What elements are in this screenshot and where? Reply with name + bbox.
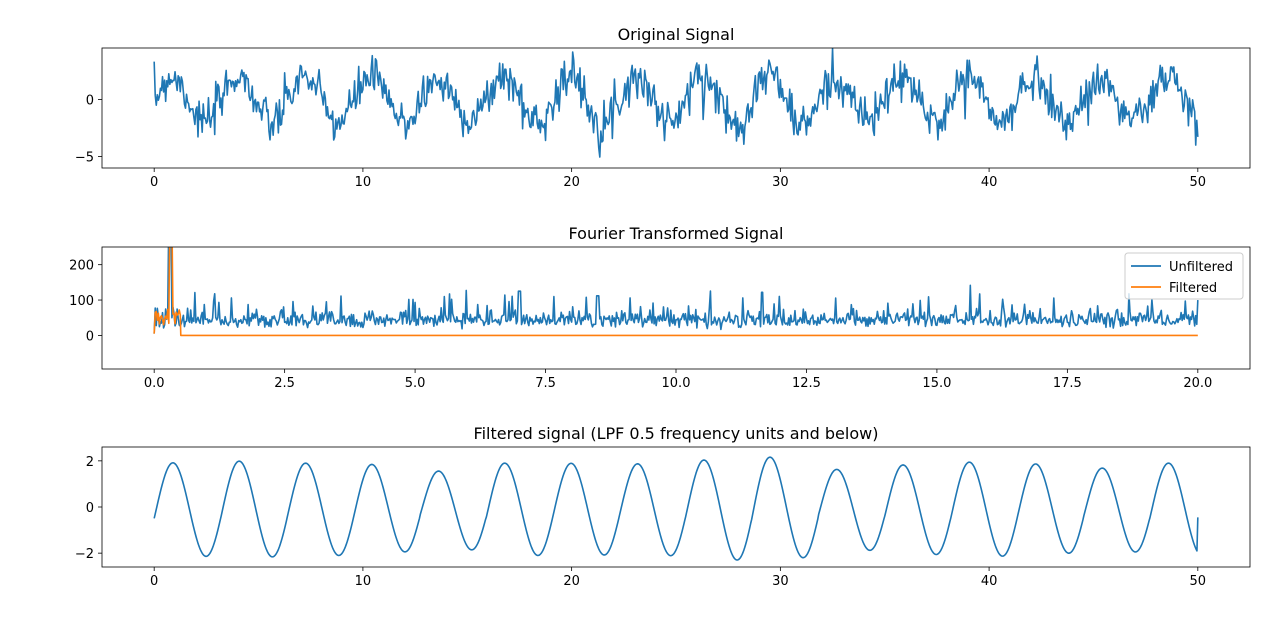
plot-area (153, 456, 1199, 561)
chart-title: Filtered signal (LPF 0.5 frequency units… (474, 424, 879, 443)
axes-frame (101, 47, 1251, 169)
x-tick-label: 7.5 (535, 376, 556, 391)
y-tick-label: 200 (69, 259, 94, 274)
y-tick-label: 0 (86, 501, 94, 516)
x-tick-label: 0 (150, 574, 158, 589)
series-line-filtered-signal (153, 456, 1199, 561)
axes-frame (101, 446, 1251, 568)
x-tick-label: 30 (772, 574, 789, 589)
x-tick-label: 0 (150, 175, 158, 190)
legend-label: Filtered (1169, 281, 1217, 296)
series-line-unfiltered (153, 247, 1199, 334)
legend-label: Unfiltered (1169, 260, 1233, 275)
legend: Unfiltered Filtered (1124, 252, 1244, 300)
x-tick-label: 20.0 (1183, 376, 1212, 391)
x-tick-label: 10 (355, 175, 372, 190)
x-tick-label: 50 (1190, 574, 1207, 589)
x-tick-label: 15.0 (922, 376, 951, 391)
y-tick-label: −2 (75, 547, 94, 562)
subplot-2: Fourier Transformed Signal 0.0 2.5 5.0 7.5 10… (69, 224, 1251, 391)
y-tick-label: 0 (86, 93, 94, 108)
x-tick-label: 2.5 (274, 376, 295, 391)
y-tick-label: 2 (86, 455, 94, 470)
x-tick-label: 20 (563, 175, 580, 190)
series-line-original (153, 48, 1199, 158)
plot-area (153, 247, 1199, 337)
series-line-filtered (153, 247, 1198, 337)
x-tick-label: 50 (1190, 175, 1207, 190)
x-tick-label: 10.0 (662, 376, 691, 391)
y-tick-label: 100 (69, 294, 94, 309)
x-tick-label: 20 (563, 574, 580, 589)
x-tick-label: 12.5 (792, 376, 821, 391)
chart-title: Original Signal (618, 25, 735, 44)
subplot-1: Original Signal 0 10 20 30 40 50 0 −5 (75, 25, 1251, 190)
x-tick-label: 10 (355, 574, 372, 589)
x-tick-label: 0.0 (144, 376, 165, 391)
x-tick-label: 40 (981, 175, 998, 190)
x-tick-label: 5.0 (405, 376, 426, 391)
plot-area (153, 48, 1199, 158)
y-tick-label: 0 (86, 329, 94, 344)
chart-title: Fourier Transformed Signal (569, 224, 784, 243)
x-tick-label: 40 (981, 574, 998, 589)
subplot-3: Filtered signal (LPF 0.5 frequency units… (75, 424, 1251, 589)
x-tick-label: 17.5 (1053, 376, 1082, 391)
y-tick-label: −5 (75, 151, 94, 166)
x-tick-label: 30 (772, 175, 789, 190)
axes-frame (101, 246, 1251, 370)
